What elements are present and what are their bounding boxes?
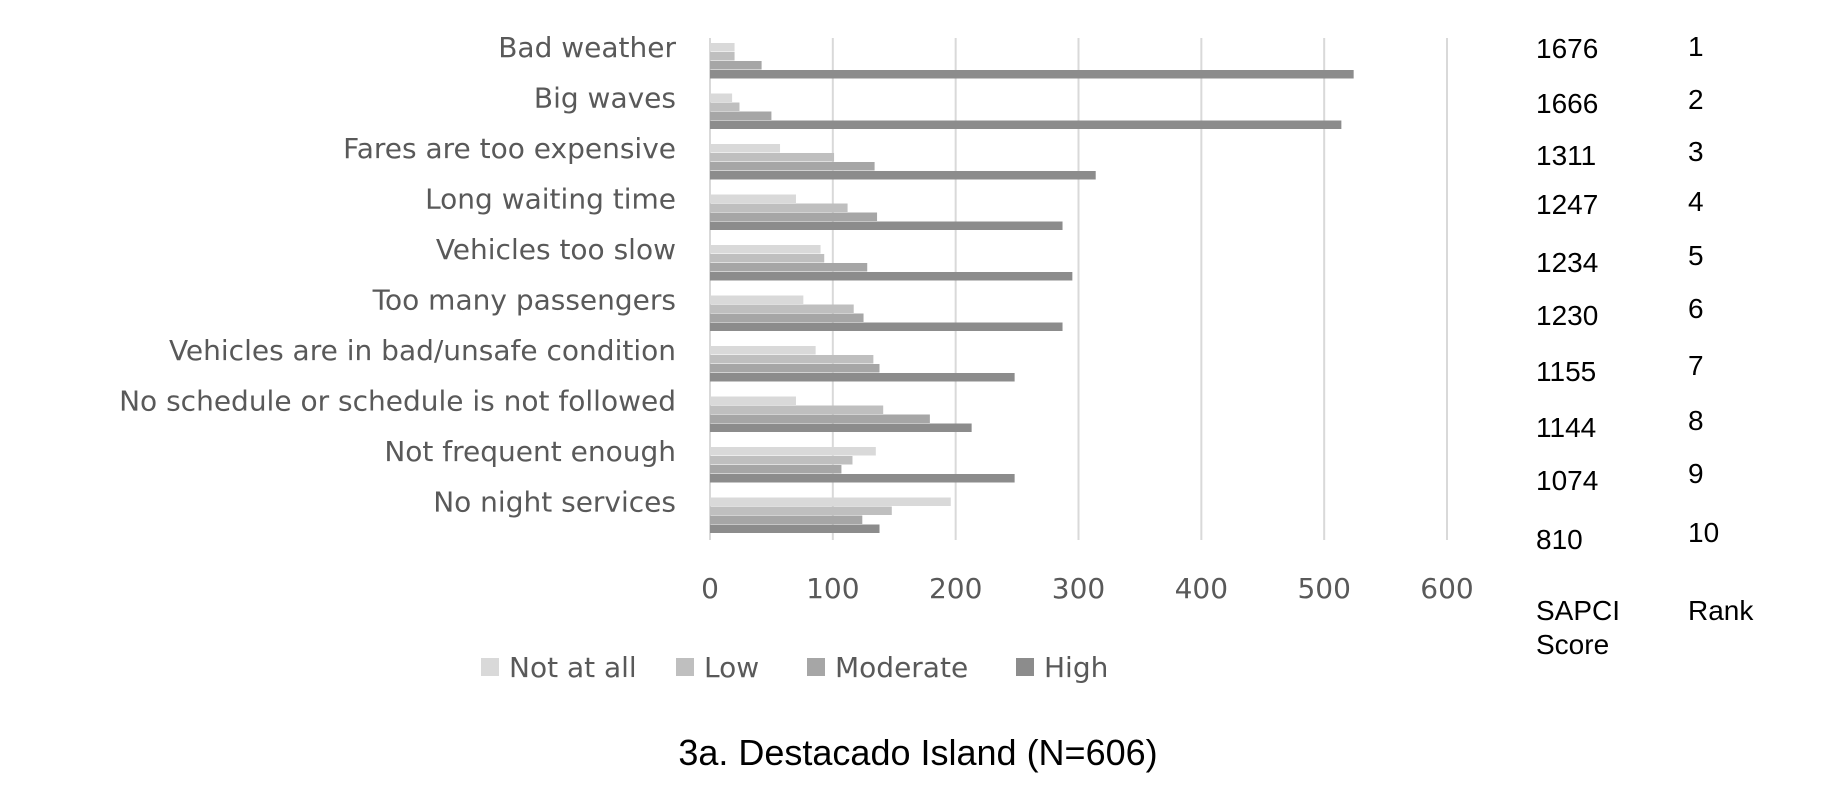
x-tick-label: 200 [929, 572, 982, 605]
category-label: No schedule or schedule is not followed [119, 385, 676, 418]
sapci-score: 1230 [1536, 300, 1598, 331]
sapci-score: 1155 [1536, 356, 1596, 387]
bar-not-at-all-4 [710, 194, 796, 203]
sapci-score: 1074 [1536, 465, 1598, 496]
bar-moderate-2 [710, 111, 772, 120]
legend-label: High [1044, 651, 1108, 684]
category-label: Big waves [534, 82, 676, 115]
gridlines [709, 38, 1448, 540]
bar-high-8 [710, 423, 972, 432]
sapci-score: 1666 [1536, 88, 1598, 119]
bar-low-1 [710, 52, 735, 61]
legend-swatch [807, 658, 825, 676]
bar-moderate-3 [710, 162, 875, 171]
bar-high-7 [710, 373, 1015, 382]
bar-moderate-1 [710, 61, 762, 70]
bar-moderate-10 [710, 515, 863, 524]
bar-not-at-all-10 [710, 497, 951, 506]
sapci-score: 1311 [1536, 140, 1596, 171]
x-tick-label: 400 [1175, 572, 1228, 605]
bar-moderate-8 [710, 414, 930, 423]
category-label: Long waiting time [425, 183, 676, 216]
legend-label: Moderate [835, 651, 968, 684]
x-tick-label: 600 [1420, 572, 1473, 605]
bar-high-10 [710, 524, 880, 533]
rank-value: 2 [1688, 84, 1704, 115]
rank-value: 6 [1688, 293, 1704, 324]
x-tick-label: 100 [806, 572, 859, 605]
sapci-score: 810 [1536, 524, 1583, 555]
bar-moderate-4 [710, 212, 878, 221]
category-label: Fares are too expensive [343, 132, 676, 165]
bar-high-4 [710, 221, 1063, 230]
bar-moderate-9 [710, 465, 842, 474]
legend: Not at all Low Moderate High [481, 651, 1108, 684]
bar-low-10 [710, 506, 892, 515]
bar-high-1 [710, 70, 1354, 79]
bar-high-6 [710, 322, 1063, 331]
bar-not-at-all-5 [710, 245, 821, 254]
category-label: Too many passengers [372, 284, 676, 317]
rank-value: 1 [1688, 31, 1704, 62]
bar-low-3 [710, 153, 835, 162]
category-label: Not frequent enough [384, 435, 676, 468]
x-tick-label: 0 [701, 572, 719, 605]
bar-not-at-all-9 [710, 447, 876, 456]
legend-swatch [676, 658, 694, 676]
rank-value: 8 [1688, 405, 1704, 436]
bar-low-7 [710, 355, 874, 364]
legend-label: Not at all [509, 651, 637, 684]
legend-label: Low [704, 651, 759, 684]
rank-value: 5 [1688, 240, 1704, 271]
x-tick-label: 300 [1052, 572, 1105, 605]
bar-not-at-all-2 [710, 93, 733, 102]
category-label: Vehicles too slow [436, 233, 676, 266]
bar-moderate-6 [710, 313, 864, 322]
bar-high-2 [710, 120, 1342, 129]
legend-swatch [481, 658, 499, 676]
sapci-score: 1676 [1536, 33, 1598, 64]
bar-high-5 [710, 272, 1073, 281]
sapci-rank-table: SAPCI Score Rank 16761666131112471234123… [1536, 31, 1754, 660]
bar-low-4 [710, 203, 848, 212]
bar-low-2 [710, 102, 740, 111]
bar-not-at-all-7 [710, 346, 816, 355]
rank-value: 4 [1688, 186, 1704, 217]
sapci-score: 1247 [1536, 189, 1598, 220]
x-axis-tick-labels: 0 100 200 300 400 500 600 [701, 572, 1474, 605]
sapci-score: 1234 [1536, 247, 1598, 278]
bar-moderate-7 [710, 364, 880, 373]
sapci-score: 1144 [1536, 412, 1596, 443]
sapci-score-header: SAPCI Score [1536, 595, 1628, 660]
rank-header: Rank [1688, 595, 1754, 626]
rank-value: 10 [1688, 517, 1719, 548]
rank-value: 7 [1688, 350, 1704, 381]
category-label: Bad weather [498, 31, 676, 64]
bars [710, 43, 1354, 533]
chart-title: 3a. Destacado Island (N=606) [678, 732, 1157, 773]
bar-not-at-all-1 [710, 43, 735, 52]
category-labels: Bad weather Big waves Fares are too expens… [119, 31, 676, 519]
bar-not-at-all-8 [710, 396, 796, 405]
bar-moderate-5 [710, 263, 868, 272]
bar-low-5 [710, 254, 825, 263]
bar-not-at-all-6 [710, 295, 804, 304]
x-tick-label: 500 [1297, 572, 1350, 605]
bar-low-8 [710, 405, 884, 414]
bar-high-9 [710, 474, 1015, 483]
rank-value: 9 [1688, 458, 1704, 489]
legend-swatch [1016, 658, 1034, 676]
bar-high-3 [710, 171, 1096, 180]
category-label: No night services [433, 486, 676, 519]
category-label: Vehicles are in bad/unsafe condition [169, 334, 676, 367]
bar-low-6 [710, 304, 854, 313]
bar-low-9 [710, 456, 853, 465]
rank-value: 3 [1688, 136, 1704, 167]
bar-not-at-all-3 [710, 144, 781, 153]
